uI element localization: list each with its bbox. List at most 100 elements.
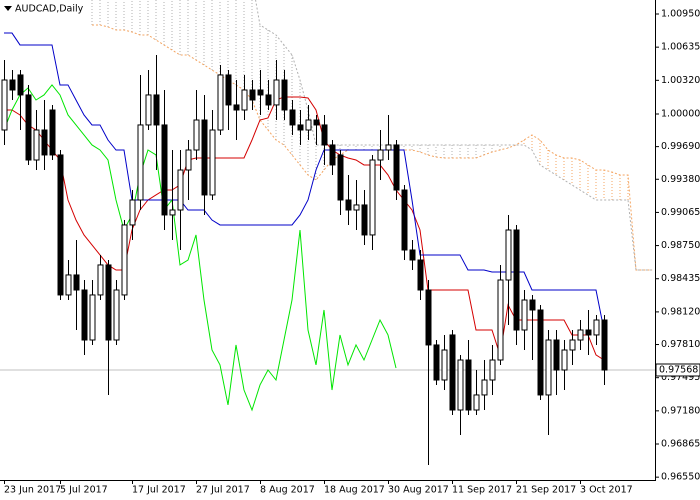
x-tick-label: 17 Jul 2017: [132, 485, 186, 496]
last-price-label: 0.97568: [659, 365, 698, 376]
candle-body: [497, 279, 504, 361]
candle-body: [345, 199, 352, 211]
y-tick-label: 0.98750: [661, 240, 700, 251]
candle-body: [337, 154, 344, 201]
candle-body: [137, 124, 144, 201]
candle-body: [33, 129, 40, 161]
candle-body: [313, 119, 320, 126]
y-tick-label: 1.00000: [661, 109, 700, 120]
x-tick-label: 5 Jul 2017: [60, 485, 108, 496]
candle-body: [521, 299, 528, 331]
candle-body: [145, 94, 152, 126]
candle-body: [297, 124, 304, 131]
candle-body: [329, 144, 336, 166]
candle-body: [273, 79, 280, 106]
indicator-line: [4, 96, 605, 361]
indicator-line: [3, 84, 397, 412]
candle-body: [545, 339, 552, 396]
candle-body: [265, 94, 272, 106]
y-tick-label: 0.97810: [661, 339, 700, 350]
candle-body: [289, 109, 296, 126]
candle-body: [593, 319, 600, 336]
candle-body: [17, 74, 24, 96]
plot-area: [0, 0, 655, 465]
candle-body: [353, 204, 360, 211]
candle-body: [473, 394, 480, 411]
candle-body: [393, 144, 400, 191]
y-tick-label: 0.99380: [661, 174, 700, 185]
x-tick-label: 23 Jun 2017: [4, 485, 61, 496]
y-tick-label: 0.96865: [661, 439, 700, 450]
candle-body: [257, 89, 264, 96]
candle-body: [537, 309, 544, 396]
candle-body: [49, 109, 56, 156]
title-arrow: [4, 6, 12, 11]
candle-body: [65, 274, 72, 296]
candle-body: [305, 119, 312, 131]
candle-body: [529, 299, 536, 311]
candle-body: [577, 329, 584, 341]
y-tick-label: 1.00635: [661, 42, 700, 53]
candle-body: [505, 229, 512, 281]
candle-body: [457, 359, 464, 411]
x-tick-label: 21 Sep 2017: [516, 485, 576, 496]
x-tick-label: 27 Jul 2017: [196, 485, 250, 496]
candle-body: [73, 274, 80, 291]
x-tick-label: 18 Aug 2017: [324, 485, 385, 496]
candle-body: [185, 149, 192, 171]
y-tick-label: 0.98120: [661, 306, 700, 317]
candle-body: [81, 289, 88, 341]
y-tick-label: 0.99065: [661, 207, 700, 218]
indicator-line: [4, 32, 605, 331]
candle-body: [465, 359, 472, 411]
candle-body: [249, 89, 256, 101]
candle-body: [225, 74, 232, 106]
candle-body: [241, 89, 248, 111]
candle-body: [441, 349, 448, 381]
chart-title: AUDCAD,Daily: [15, 4, 84, 15]
candle-body: [193, 119, 200, 151]
candle-body: [97, 264, 104, 296]
candle-body: [209, 129, 216, 196]
candle-body: [161, 124, 168, 216]
candle-body: [433, 344, 440, 381]
candle-body: [129, 199, 136, 226]
candle-body: [377, 149, 384, 161]
candle-body: [25, 94, 32, 161]
y-tick-label: 0.98435: [661, 273, 700, 284]
candle-body: [105, 264, 112, 341]
candle-body: [57, 154, 64, 296]
candle-body: [321, 124, 328, 146]
candle-body: [417, 259, 424, 291]
x-tick-label: 3 Oct 2017: [580, 485, 633, 496]
candle-body: [425, 289, 432, 346]
candle-body: [9, 79, 16, 91]
candle-body: [217, 74, 224, 131]
candle-body: [233, 104, 240, 111]
candle-body: [449, 334, 456, 411]
candle-body: [601, 319, 608, 371]
y-tick-label: 1.00320: [661, 75, 700, 86]
y-tick-label: 0.97495: [661, 372, 700, 383]
y-tick-label: 0.97180: [661, 405, 700, 416]
candle-body: [481, 379, 488, 396]
cloud-span: [92, 24, 652, 271]
candle-body: [89, 294, 96, 341]
candle-body: [41, 129, 48, 156]
candle-body: [281, 79, 288, 111]
candle-body: [169, 209, 176, 216]
candle-body: [489, 359, 496, 381]
candle-body: [561, 349, 568, 371]
candle-body: [553, 339, 560, 371]
candle-body: [385, 144, 392, 151]
candle-body: [409, 249, 416, 261]
candle-body: [1, 79, 8, 131]
candle-body: [513, 229, 520, 331]
candle-body: [113, 289, 120, 341]
candle-body: [401, 189, 408, 251]
candle-body: [153, 94, 160, 126]
y-tick-label: 1.00950: [661, 9, 700, 20]
candle-body: [585, 329, 592, 336]
candle-body: [369, 159, 376, 236]
